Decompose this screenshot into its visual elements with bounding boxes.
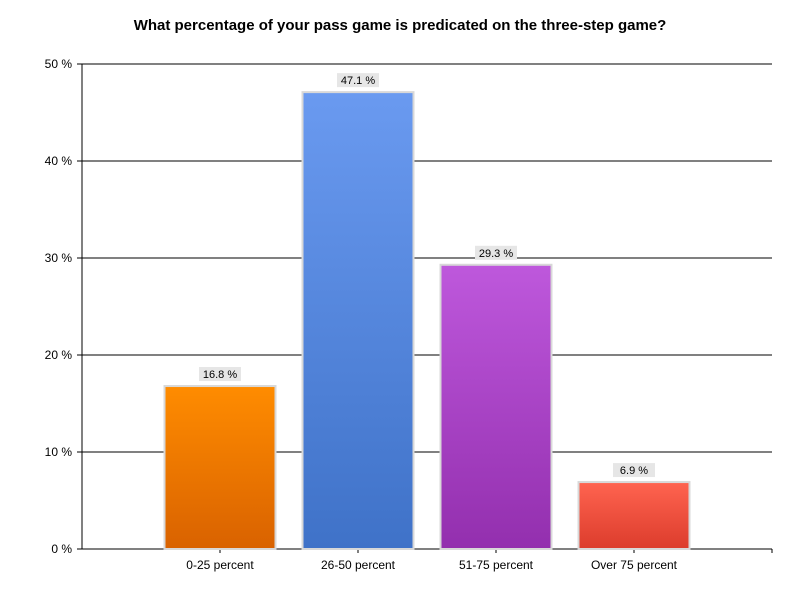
data-label: 47.1 % <box>341 75 375 87</box>
bar <box>439 263 553 550</box>
data-label-box <box>199 367 241 382</box>
bar <box>577 481 691 551</box>
data-label-box <box>337 73 379 88</box>
bars <box>163 91 691 551</box>
data-label-box <box>475 245 517 260</box>
data-labels: 16.8 % 47.1 % 29.3 % 6.9 % <box>199 73 655 478</box>
y-tick-label: 30 % <box>45 251 73 265</box>
data-label-box <box>613 463 655 478</box>
y-tick-label: 20 % <box>45 348 73 362</box>
x-tick-label: 51-75 percent <box>459 558 534 572</box>
x-tick-label: 0-25 percent <box>186 558 254 572</box>
data-label: 6.9 % <box>620 465 648 477</box>
tick-labels: 0 % 10 % 20 % 30 % 40 % 50 % 0-25 percent 26-50… <box>45 57 678 572</box>
y-tick-label: 0 % <box>51 542 72 556</box>
chart-title: What percentage of your pass game is pre… <box>133 17 667 34</box>
data-label: 29.3 % <box>479 248 513 260</box>
grid-lines <box>82 63 772 453</box>
data-label: 16.8 % <box>203 369 237 381</box>
x-tick-label: 26-50 percent <box>321 558 396 572</box>
y-tick-label: 50 % <box>45 57 73 71</box>
bar <box>301 91 415 550</box>
bar <box>163 385 277 551</box>
x-tick-label: Over 75 percent <box>591 558 678 572</box>
y-tick-label: 10 % <box>45 445 73 459</box>
y-tick-label: 40 % <box>45 154 73 168</box>
